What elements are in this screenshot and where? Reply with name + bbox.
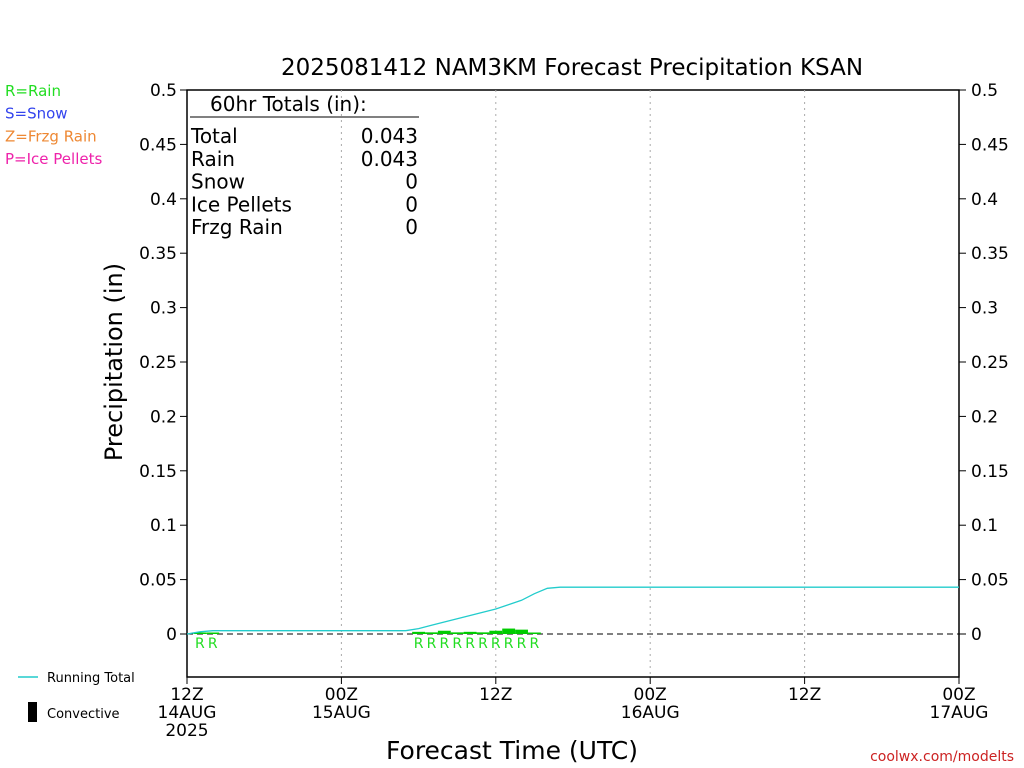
precip-type-marker: R [504,636,514,652]
precip-type-marker: R [427,636,437,652]
legend-type-label: P=Ice Pellets [5,150,102,168]
rain-bar [425,632,438,634]
totals-row-value: 0.043 [361,124,418,148]
rain-bar [450,632,464,634]
legend-type-label: Z=Frzg Rain [5,127,97,145]
y-tick-label-left: 0 [166,625,177,645]
precip-type-marker: R [530,636,540,652]
precip-type-legend: R=Rain S=Snow Z=Frzg Rain P=Ice Pellets [5,82,102,168]
x-axis-label: Forecast Time (UTC) [386,736,638,765]
x-tick-label: 00Z [634,685,667,705]
y-tick-label-right: 0 [971,625,982,645]
totals-row-label: Frzg Rain [191,215,283,239]
precip-type-marker: R [517,636,527,652]
precip-type-marker: R [465,636,475,652]
totals-row-value: 0 [405,170,418,194]
y-tick-label-left: 0.15 [139,462,177,482]
x-tick-label: 15AUG [312,703,371,723]
convective-swatch [28,702,37,722]
legend-line-label: Convective [47,707,120,722]
running-total-line [186,586,959,635]
x-tick-label: 12Z [479,685,512,705]
y-tick-label-right: 0.5 [971,81,998,101]
rain-bar [515,629,528,634]
precip-type-marker: R [478,636,488,652]
precip-type-marker: R [414,636,424,652]
credit-text: coolwx.com/modelts [870,749,1014,765]
totals-header: 60hr Totals (in): [210,92,367,116]
precip-type-marker: R [208,636,218,652]
y-tick-label-right: 0.15 [971,462,1009,482]
y-tick-label-right: 0.2 [971,407,998,427]
y-tick-label-left: 0.2 [150,407,177,427]
y-axis-left: 0 0.05 0.1 0.15 0.2 0.25 0.3 0.35 0.4 0.45 0.5 [139,81,187,645]
rain-bars [193,628,541,634]
totals-row-label: Rain [191,147,235,171]
y-tick-label-right: 0.05 [971,571,1009,591]
precip-type-marker: R [195,636,205,652]
precip-type-marker: R [452,636,462,652]
y-tick-label-right: 0.35 [971,244,1009,264]
precip-type-marker: R [491,636,501,652]
x-tick-label: 17AUG [930,703,989,723]
y-tick-label-left: 0.5 [150,81,177,101]
rain-bar [437,630,451,634]
totals-row-label: Ice Pellets [191,192,292,216]
line-legend: Running Total Convective [18,671,135,722]
totals-row-value: 0 [405,215,418,239]
totals-row-label: Total [190,124,238,148]
rain-bar [502,628,516,634]
legend-line-label: Running Total [47,671,135,686]
chart-title: 2025081412 NAM3KM Forecast Precipitation… [281,55,863,81]
rain-bar [463,631,477,634]
x-tick-label: 00Z [325,685,358,705]
totals-box: 60hr Totals (in): Total 0.043 Rain 0.043 Sno… [190,92,419,239]
x-tick-label: 14AUG [158,703,217,723]
precip-type-marker: R [439,636,449,652]
rain-bar [489,630,503,634]
plot-frame [186,89,960,678]
y-tick-label-left: 0.35 [139,244,177,264]
y-tick-label-right: 0.4 [971,190,998,210]
x-tick-label: 2025 [165,721,208,741]
y-tick-label-right: 0.45 [971,135,1009,155]
rain-bar [527,632,541,634]
y-tick-label-left: 0.05 [139,571,177,591]
totals-rows: Total 0.043 Rain 0.043 Snow 0 Ice Pellets 0 Frzg… [190,124,418,239]
y-tick-label-left: 0.45 [139,135,177,155]
rain-bar [193,632,207,634]
y-axis-label: Precipitation (in) [100,263,128,461]
x-tick-label: 12Z [170,685,203,705]
rain-bar [476,632,490,634]
y-tick-label-right: 0.3 [971,299,998,319]
y-tick-label-left: 0.4 [150,190,177,210]
totals-row-value: 0.043 [361,147,418,171]
totals-row-label: Snow [191,170,245,194]
y-tick-label-left: 0.3 [150,299,177,319]
y-tick-label-left: 0.1 [150,516,177,536]
vertical-gridlines [340,90,806,677]
x-tick-label: 16AUG [621,703,680,723]
y-tick-label-right: 0.1 [971,516,998,536]
legend-type-label: S=Snow [5,105,68,123]
totals-row-value: 0 [405,192,418,216]
x-tick-label: 00Z [942,685,975,705]
rain-bar [412,631,426,634]
y-axis-right: 0 0.05 0.1 0.15 0.2 0.25 0.3 0.35 0.4 0.45 0.5 [959,81,1009,645]
y-tick-label-left: 0.25 [139,353,177,373]
rain-bar [206,632,220,634]
y-tick-label-right: 0.25 [971,353,1009,373]
x-tick-label: 12Z [788,685,821,705]
legend-type-label: R=Rain [5,82,61,100]
